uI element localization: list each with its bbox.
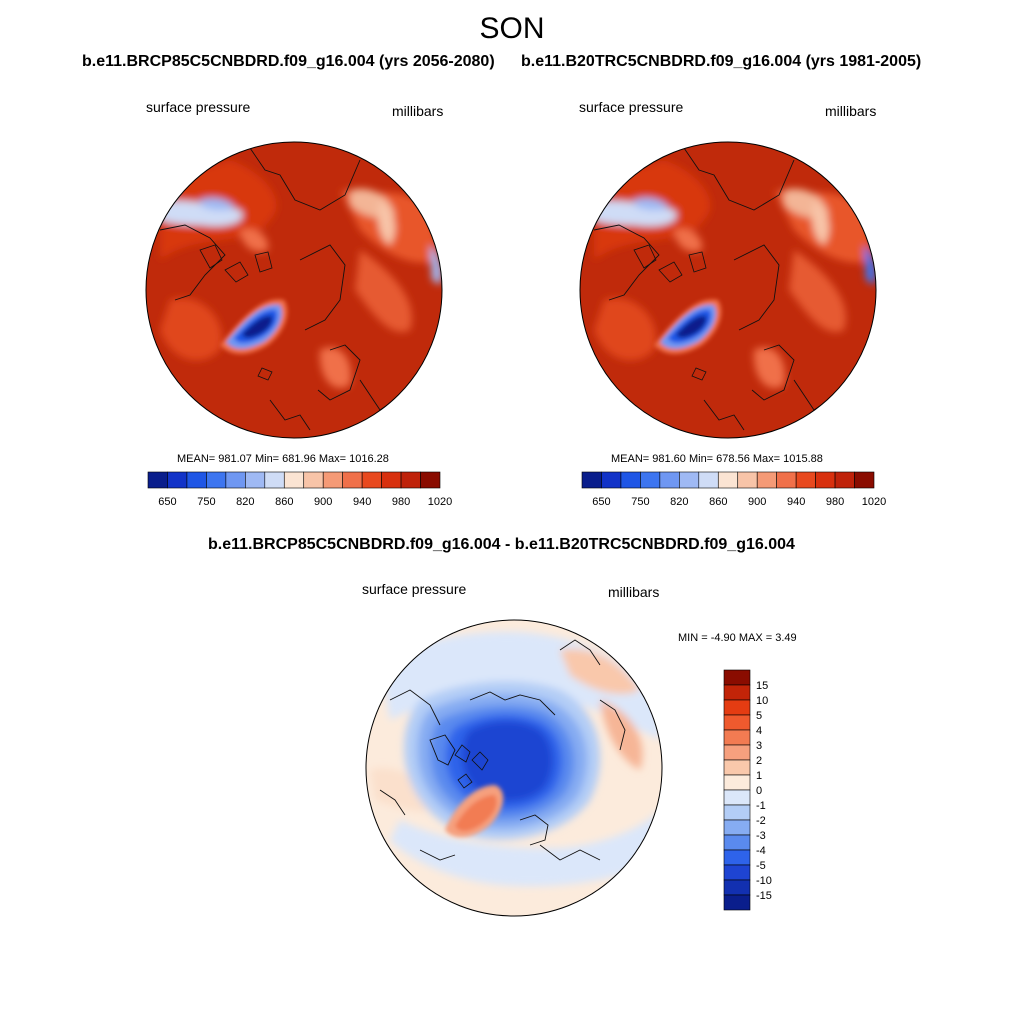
colorbar-tick-label: 5 — [756, 710, 762, 722]
colorbar-swatch — [723, 894, 751, 911]
colorbar-tick-label: 3 — [756, 740, 762, 752]
panel-2-units-label: millibars — [825, 103, 877, 119]
colorbar-tick-label: -5 — [756, 860, 766, 872]
colorbar-tick-label: 940 — [353, 496, 371, 508]
colorbar-swatch — [723, 714, 751, 731]
colorbar-swatch — [723, 789, 751, 806]
colorbar-swatch — [723, 744, 751, 761]
colorbar-tick-label: 1020 — [862, 496, 886, 508]
colorbar-swatch — [723, 774, 751, 791]
colorbar-swatch — [723, 699, 751, 716]
colorbar-tick-label: 980 — [826, 496, 844, 508]
colorbar-tick-label: 980 — [392, 496, 410, 508]
colorbar-tick-label: 820 — [236, 496, 254, 508]
colorbar-tick-label: 1020 — [428, 496, 452, 508]
colorbar-tick-label: 650 — [158, 496, 176, 508]
colorbar-tick-label: 900 — [748, 496, 766, 508]
colorbar-swatch — [723, 834, 751, 851]
diff-variable-label: surface pressure — [362, 581, 467, 597]
colorbar-tick-label: -2 — [756, 815, 766, 827]
colorbar-swatch — [420, 471, 441, 489]
colorbar-swatch — [723, 864, 751, 881]
panel-1-case-title: b.e11.BRCP85C5CNBDRD.f09_g16.004 (yrs 20… — [82, 53, 495, 70]
colorbar-tick-label: 750 — [197, 496, 215, 508]
colorbar-tick-label: 940 — [787, 496, 805, 508]
colorbar-swatch — [723, 729, 751, 746]
diff-stats: MIN = -4.90 MAX = 3.49 — [678, 632, 797, 644]
colorbar-tick-label: 0 — [756, 785, 762, 797]
diff-units-label: millibars — [608, 584, 660, 600]
colorbar-tick-label: 1 — [756, 770, 762, 782]
panel-1-units-label: millibars — [392, 103, 444, 119]
diff-title: b.e11.BRCP85C5CNBDRD.f09_g16.004 - b.e11… — [208, 536, 795, 553]
colorbar-tick-label: -3 — [756, 830, 766, 842]
colorbar-swatch — [723, 879, 751, 896]
colorbar-tick-label: 860 — [709, 496, 727, 508]
colorbar-tick-label: -1 — [756, 800, 766, 812]
colorbar-tick-label: 650 — [592, 496, 610, 508]
colorbar-tick-label: 820 — [670, 496, 688, 508]
colorbar-swatch — [854, 471, 875, 489]
season-title: SON — [479, 12, 545, 45]
colorbar-tick-label: 2 — [756, 755, 762, 767]
colorbar-swatch — [723, 669, 751, 686]
colorbar-tick-label: 750 — [631, 496, 649, 508]
panel-2-case-title: b.e11.B20TRC5CNBDRD.f09_g16.004 (yrs 198… — [521, 53, 922, 70]
colorbar-tick-label: 860 — [275, 496, 293, 508]
colorbar-swatch — [723, 759, 751, 776]
colorbar-swatch — [723, 849, 751, 866]
colorbar-tick-label: 15 — [756, 680, 768, 692]
colorbar-swatch — [723, 684, 751, 701]
panel-2-stats: MEAN= 981.60 Min= 678.56 Max= 1015.88 — [611, 453, 823, 465]
colorbar-swatch — [723, 804, 751, 821]
colorbar-tick-label: -15 — [756, 890, 772, 902]
panel-1-stats: MEAN= 981.07 Min= 681.96 Max= 1016.28 — [177, 453, 389, 465]
colorbar-tick-label: 4 — [756, 725, 762, 737]
colorbar-tick-label: -10 — [756, 875, 772, 887]
panel-1-variable-label: surface pressure — [146, 99, 251, 115]
colorbar-swatch — [723, 819, 751, 836]
colorbar-tick-label: 10 — [756, 695, 768, 707]
colorbar-tick-label: 900 — [314, 496, 332, 508]
panel-2-variable-label: surface pressure — [579, 99, 684, 115]
colorbar-tick-label: -4 — [756, 845, 766, 857]
